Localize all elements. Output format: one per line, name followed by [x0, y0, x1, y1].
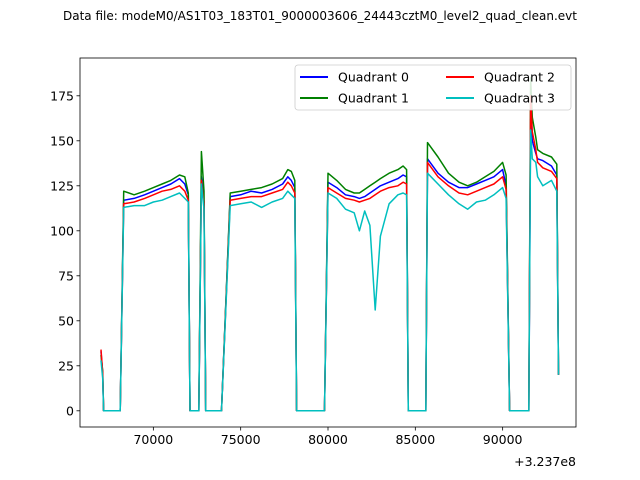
legend-label-quadrant-0: Quadrant 0: [338, 70, 409, 85]
y-tick-label: 175: [50, 88, 74, 103]
legend: Quadrant 0 Quadrant 1 Quadrant 2 Quadrant 3: [294, 64, 572, 111]
y-tick-label: 150: [50, 133, 74, 148]
x-tick-label: 75000: [221, 432, 261, 447]
legend-label-quadrant-3: Quadrant 3: [484, 91, 555, 106]
series-line-quadrant-2: [100, 95, 560, 412]
x-offset-label: +3.237e8: [514, 454, 576, 469]
y-tick-label: 25: [58, 358, 74, 373]
y-tick-label: 0: [66, 403, 74, 418]
series-line-quadrant-1: [100, 77, 560, 412]
x-tick-label: 90000: [483, 432, 523, 447]
x-tick-label: 80000: [308, 432, 348, 447]
x-tick-label: 70000: [133, 432, 173, 447]
y-tick-label: 125: [50, 178, 74, 193]
y-tick-label: 75: [58, 268, 74, 283]
y-tick-label: 100: [50, 223, 74, 238]
legend-box: [294, 64, 572, 111]
y-tick-label: 50: [58, 313, 74, 328]
axes-layer: 70000 75000 80000 85000 90000 0 25 50 75 100 125 15…: [50, 88, 522, 447]
x-tick-label: 85000: [395, 432, 435, 447]
legend-label-quadrant-1: Quadrant 1: [338, 91, 409, 106]
series-layer: [100, 77, 560, 412]
series-line-quadrant-3: [100, 129, 560, 412]
legend-label-quadrant-2: Quadrant 2: [484, 70, 555, 85]
chart-title: Data file: modeM0/AS1T03_183T01_90000036…: [63, 9, 577, 23]
